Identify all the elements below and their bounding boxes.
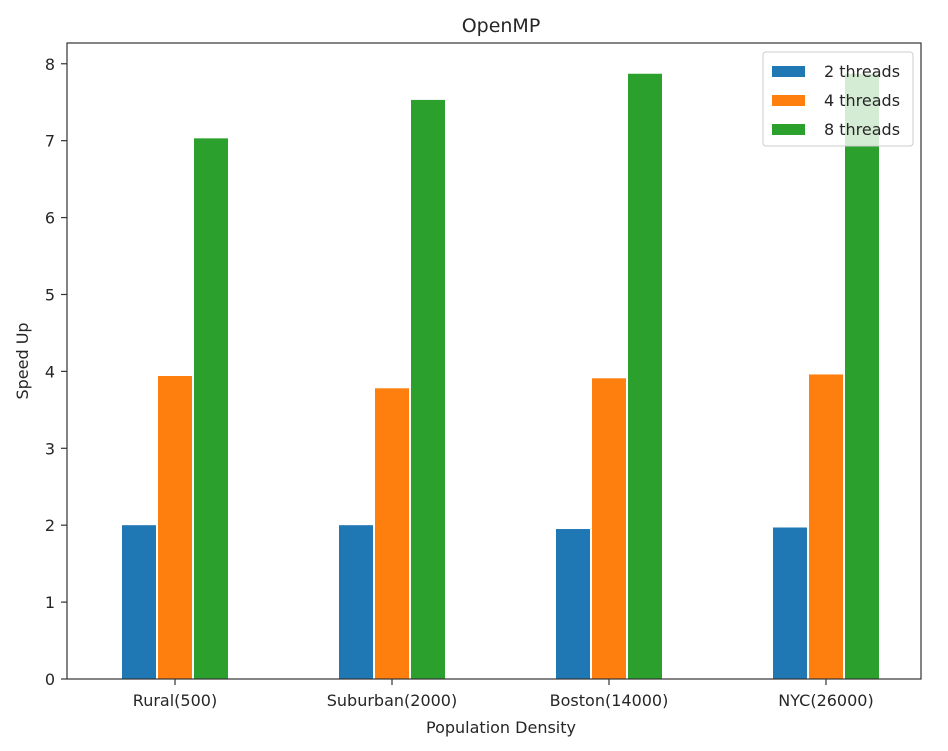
y-tick-label: 0 <box>45 670 55 689</box>
y-tick-label: 2 <box>45 516 55 535</box>
plot-area <box>122 73 879 680</box>
legend-label-1: 2 threads <box>824 62 900 81</box>
y-tick-label: 7 <box>45 132 55 151</box>
x-tick-label: Rural(500) <box>133 691 217 710</box>
x-axis-label: Population Density <box>426 718 576 737</box>
x-tick-label: Suburban(2000) <box>327 691 457 710</box>
y-tick-label: 5 <box>45 285 55 304</box>
y-tick-label: 1 <box>45 593 55 612</box>
legend-label-3: 8 threads <box>824 120 900 139</box>
legend-swatch-1 <box>772 66 805 77</box>
y-tick-label: 8 <box>45 55 55 74</box>
bar-3-4 <box>845 73 879 679</box>
bar-1-1 <box>122 525 156 679</box>
bar-3-3 <box>628 73 662 679</box>
y-axis-ticks: 0 1 2 3 4 5 6 7 8 <box>45 55 67 689</box>
legend: 2 threads 4 threads 8 threads <box>762 51 914 147</box>
bar-2-4 <box>809 374 843 679</box>
legend-label-2: 4 threads <box>824 91 900 110</box>
legend-swatch-2 <box>772 95 805 106</box>
x-axis-ticks: Rural(500) Suburban(2000) Boston(14000) NYC… <box>133 679 874 710</box>
bar-2-3 <box>592 378 626 679</box>
y-axis-label: Speed Up <box>13 322 32 399</box>
bar-1-2 <box>339 525 373 679</box>
y-tick-label: 3 <box>45 439 55 458</box>
axes-frame <box>66 42 922 680</box>
bar-3-1 <box>194 138 228 680</box>
bar-1-3 <box>556 529 590 679</box>
bar-2-2 <box>375 388 409 679</box>
chart-title: OpenMP <box>462 15 541 37</box>
x-tick-label: NYC(26000) <box>778 691 873 710</box>
bar-1-4 <box>773 527 807 679</box>
x-tick-label: Boston(14000) <box>550 691 669 710</box>
y-tick-label: 6 <box>45 209 55 228</box>
legend-swatch-3 <box>772 124 805 135</box>
bar-3-2 <box>411 99 445 679</box>
bar-2-1 <box>158 376 192 679</box>
y-tick-label: 4 <box>45 362 55 381</box>
